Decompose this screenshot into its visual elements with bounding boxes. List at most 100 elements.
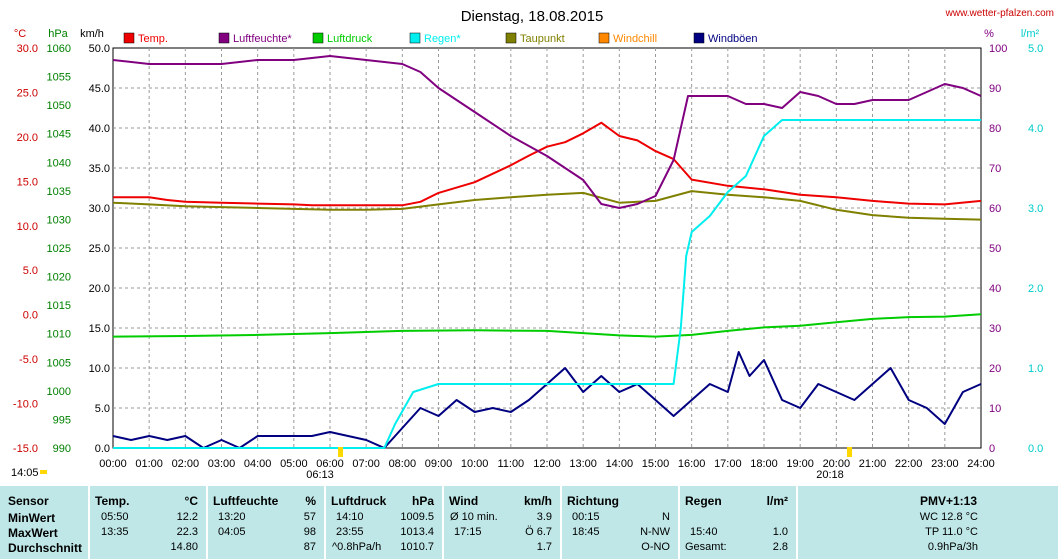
- humidity-tick-label: 0: [989, 443, 995, 455]
- x-tick-label: 14:00: [606, 458, 634, 470]
- x-tick-label: 09:00: [425, 458, 453, 470]
- pmv-dewpoint: TP 11.0 °C: [925, 526, 978, 538]
- min-direction: N: [662, 511, 670, 523]
- x-axis-ticks: 00:00 01:00 02:00 03:00 04:00 05:00 06:00 07:00…: [99, 458, 995, 470]
- x-tick-label: 13:00: [569, 458, 597, 470]
- legend-label: Windböen: [708, 33, 758, 45]
- max-rain: 1.0: [772, 526, 788, 538]
- humidity-tick-label: 30: [989, 323, 1001, 335]
- header-pmv: PMV+1:13: [920, 494, 978, 508]
- pressure-tick-label: 1045: [47, 129, 71, 141]
- temp-tick-label: -10.0: [13, 399, 38, 411]
- header-temp: Temp.: [95, 494, 130, 508]
- wind-tick-label: 25.0: [89, 243, 110, 255]
- header-pressure: Luftdruck: [331, 494, 387, 508]
- header-wind: Wind: [449, 494, 479, 508]
- x-tick-label: 24:00: [967, 458, 995, 470]
- header-sensor: Sensor: [8, 494, 49, 508]
- humidity-tick-label: 10: [989, 403, 1001, 415]
- x-tick-label: 20:00: [823, 458, 851, 470]
- pressure-tick-label: 1010: [47, 329, 71, 341]
- min-temp-time: 05:50: [101, 511, 129, 523]
- statistics-table: Sensor Temp. °C Luftfeuchte % Luftdruck …: [0, 486, 1058, 559]
- pressure-tick-label: 1050: [47, 100, 71, 112]
- max-pressure: 1013.4: [400, 526, 434, 538]
- rain-total-label: Gesamt:: [685, 541, 727, 553]
- x-tick-label: 11:00: [497, 458, 524, 470]
- series-line-windben: [112, 351, 982, 449]
- temp-tick-label: -5.0: [19, 354, 38, 366]
- sunrise-time: 06:13: [306, 469, 334, 481]
- legend-label: Luftdruck: [327, 33, 373, 45]
- row-label-min: MinWert: [8, 511, 56, 525]
- x-tick-label: 18:00: [750, 458, 778, 470]
- wind-tick-label: 40.0: [89, 123, 110, 135]
- pressure-tick-label: 1035: [47, 186, 71, 198]
- max-direction-time: 18:45: [572, 526, 600, 538]
- x-tick-label: 00:00: [99, 458, 127, 470]
- wind-tick-label: 45.0: [89, 83, 110, 95]
- x-tick-label: 04:00: [244, 458, 272, 470]
- max-temp: 22.3: [176, 526, 198, 538]
- x-tick-label: 17:00: [714, 458, 742, 470]
- rain-tick-label: 4.0: [1028, 123, 1043, 135]
- wind-average-label: Ø 10 min.: [450, 511, 498, 523]
- x-tick-label: 21:00: [859, 458, 887, 470]
- table-divider: [324, 486, 326, 559]
- x-tick-label: 16:00: [678, 458, 706, 470]
- wind-tick-label: 30.0: [89, 203, 110, 215]
- legend-swatch: [123, 32, 135, 44]
- series-line-luftfeuchte: [112, 55, 982, 209]
- pressure-tick-label: 1055: [47, 72, 71, 84]
- min-humidity: 57: [303, 511, 316, 523]
- x-tick-label: 12:00: [533, 458, 561, 470]
- humidity-tick-label: 80: [989, 123, 1001, 135]
- temp-tick-label: -15.0: [13, 443, 38, 455]
- avg-temp: 14.80: [170, 541, 198, 553]
- max-wind-time: 17:15: [454, 526, 482, 538]
- max-temp-time: 13:35: [101, 526, 129, 538]
- legend-label: Taupunkt: [520, 33, 565, 45]
- pressure-tick-label: 1025: [47, 243, 71, 255]
- pressure-tick-label: 995: [53, 414, 71, 426]
- legend-swatch: [693, 32, 705, 44]
- table-divider: [678, 486, 680, 559]
- x-tick-label: 08:00: [389, 458, 417, 470]
- humidity-unit-label: %: [984, 28, 994, 40]
- header-humidity-unit: %: [305, 494, 316, 508]
- max-humidity: 98: [303, 526, 316, 538]
- series-line-luftdruck: [112, 313, 982, 338]
- humidity-tick-label: 40: [989, 283, 1001, 295]
- temp-tick-label: 15.0: [17, 176, 38, 188]
- legend-label: Windchill: [613, 33, 657, 45]
- min-pressure-time: 14:10: [336, 511, 364, 523]
- sunrise-marker: [338, 447, 343, 457]
- humidity-tick-label: 50: [989, 243, 1001, 255]
- min-direction-time: 00:15: [572, 511, 600, 523]
- pressure-unit-label: hPa: [48, 28, 68, 40]
- wind-tick-label: 0.0: [95, 443, 110, 455]
- table-divider: [560, 486, 562, 559]
- pressure-tick-label: 1020: [47, 272, 71, 284]
- min-wind: 3.9: [536, 511, 552, 523]
- row-label-max: MaxWert: [8, 526, 58, 540]
- humidity-tick-label: 70: [989, 163, 1001, 175]
- temp-tick-label: 0.0: [23, 310, 38, 322]
- pressure-tick-label: 1015: [47, 300, 71, 312]
- x-tick-label: 10:00: [461, 458, 489, 470]
- pressure-trend: ^0.8hPa/h: [332, 541, 382, 553]
- rain-tick-label: 3.0: [1028, 203, 1043, 215]
- x-tick-label: 23:00: [931, 458, 959, 470]
- chart-title: Dienstag, 18.08.2015: [461, 8, 604, 25]
- temp-unit-label: °C: [14, 28, 26, 40]
- rain-unit-label: l/m²: [1021, 28, 1040, 40]
- wind-unit-label: km/h: [80, 28, 104, 40]
- pressure-tick-label: 1040: [47, 157, 71, 169]
- wind-tick-label: 50.0: [89, 43, 110, 55]
- y-axis-ticks: 30.0 25.0 20.0 15.0 10.0 5.0 0.0 -5.0 -10.0 -15.0…: [13, 43, 1043, 455]
- temp-tick-label: 30.0: [17, 43, 38, 55]
- temp-tick-label: 20.0: [17, 132, 38, 144]
- header-direction: Richtung: [567, 494, 619, 508]
- wind-tick-label: 20.0: [89, 283, 110, 295]
- pmv-windchill: WC 12.8 °C: [919, 511, 978, 523]
